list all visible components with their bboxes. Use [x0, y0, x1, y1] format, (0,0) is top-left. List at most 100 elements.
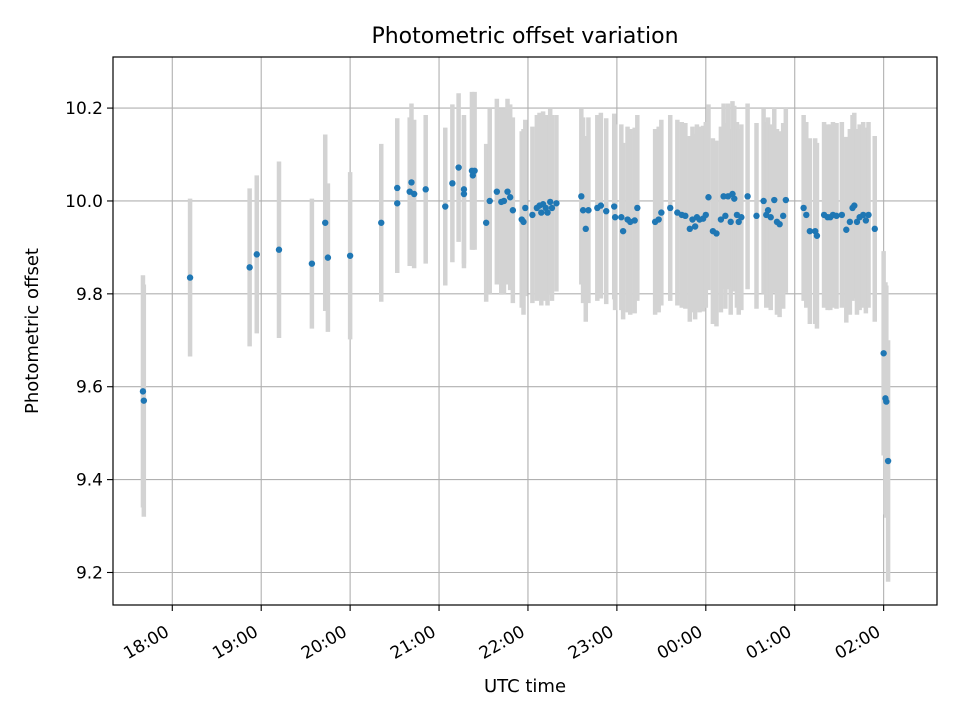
- data-point: [482, 219, 490, 226]
- data-point: [843, 226, 850, 233]
- data-point: [553, 200, 560, 207]
- data-point: [322, 219, 329, 226]
- data-point: [833, 212, 840, 220]
- data-point: [806, 227, 814, 235]
- data-point: [735, 218, 742, 226]
- data-point: [782, 196, 790, 204]
- data-point: [509, 207, 517, 214]
- x-tick-label: 21:00: [387, 622, 439, 664]
- data-point: [585, 207, 592, 214]
- data-point: [744, 193, 751, 200]
- data-point: [618, 214, 625, 221]
- data-point: [705, 194, 712, 201]
- data-point: [702, 211, 710, 219]
- chart-title: Photometric offset variation: [371, 24, 678, 49]
- data-point: [520, 218, 527, 226]
- data-point: [838, 211, 846, 219]
- y-axis-ticks: 9.2 9.4 9.6 9.8 10.0 10.2: [65, 99, 113, 583]
- y-tick-label: 9.2: [76, 563, 103, 583]
- data-point: [422, 186, 429, 193]
- data-point: [779, 212, 787, 220]
- data-point: [767, 214, 774, 221]
- data-point: [275, 246, 283, 253]
- data-point: [883, 398, 890, 405]
- data-point: [460, 186, 468, 193]
- data-point: [449, 180, 456, 187]
- data-point: [538, 209, 545, 216]
- error-bars: [140, 91, 891, 582]
- data-point: [776, 220, 783, 228]
- data-point: [486, 197, 493, 205]
- x-axis-ticks: 18:00 19:00 20:00 21:00 22:00 23:00 00:00 01:00…: [120, 605, 885, 664]
- data-point: [859, 211, 867, 219]
- data-point: [493, 188, 501, 195]
- data-point: [813, 232, 821, 239]
- data-point: [667, 204, 674, 212]
- data-point: [655, 216, 662, 223]
- data-point: [394, 200, 401, 207]
- data-point: [394, 184, 401, 192]
- x-tick-label: 18:00: [120, 622, 172, 664]
- data-point: [871, 225, 878, 233]
- data-point: [720, 193, 727, 200]
- data-point: [460, 190, 468, 198]
- plot-frame: [112, 56, 938, 606]
- data-point: [884, 457, 892, 465]
- data-point: [682, 212, 689, 220]
- data-point: [686, 225, 694, 233]
- x-axis-label: UTC time: [484, 676, 566, 697]
- data-point: [186, 274, 194, 281]
- data-point: [800, 204, 807, 212]
- data-point: [880, 350, 887, 357]
- data-point: [442, 203, 449, 210]
- y-tick-label: 9.4: [76, 471, 103, 491]
- data-point: [324, 254, 332, 261]
- data-point: [771, 196, 778, 204]
- data-point: [544, 209, 551, 216]
- data-point: [455, 164, 462, 171]
- data-point: [634, 204, 641, 212]
- data-point: [253, 251, 260, 258]
- data-point: [529, 211, 536, 219]
- data-point: [579, 207, 587, 214]
- data-point: [619, 227, 627, 235]
- data-point: [727, 218, 734, 226]
- data-point: [140, 397, 148, 404]
- data-point: [410, 190, 418, 198]
- data-point: [760, 197, 767, 205]
- data-point: [851, 202, 858, 209]
- data-point: [603, 207, 610, 215]
- data-point: [846, 218, 854, 226]
- data-point: [722, 212, 729, 220]
- y-tick-label: 10.2: [65, 99, 103, 119]
- data-point: [658, 209, 665, 216]
- data-point: [500, 197, 508, 205]
- x-tick-label: 00:00: [654, 622, 706, 664]
- data-point: [408, 179, 415, 186]
- data-point: [582, 225, 589, 233]
- data-point: [597, 202, 605, 209]
- data-point: [506, 194, 514, 201]
- y-tick-label: 9.8: [76, 285, 103, 305]
- x-tick-label: 23:00: [565, 622, 617, 664]
- data-point: [611, 203, 618, 210]
- data-point: [546, 198, 554, 206]
- data-point: [865, 211, 872, 219]
- data-point: [504, 188, 511, 195]
- data-point: [764, 207, 772, 214]
- data-point: [717, 216, 725, 223]
- data-point: [471, 167, 478, 174]
- data-point: [862, 217, 870, 224]
- data-point: [853, 218, 861, 226]
- data-point: [139, 388, 147, 395]
- x-tick-label: 19:00: [209, 622, 261, 664]
- data-point: [713, 230, 720, 237]
- data-point: [691, 223, 699, 230]
- data-point: [738, 214, 745, 221]
- y-axis-label: Photometric offset: [22, 248, 43, 414]
- data-point: [731, 195, 738, 202]
- data-point: [308, 260, 316, 267]
- data-point: [578, 193, 585, 200]
- data-point: [378, 219, 385, 226]
